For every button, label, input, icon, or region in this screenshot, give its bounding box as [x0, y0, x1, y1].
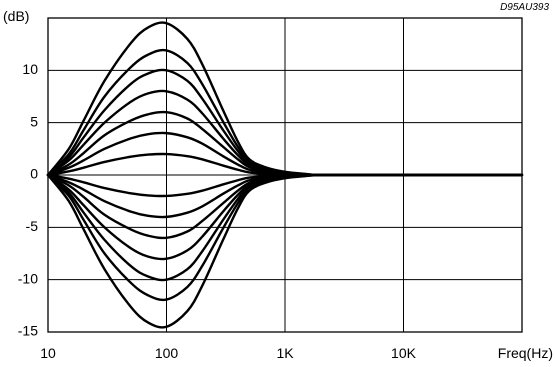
x-tick-label: 1K	[276, 345, 294, 361]
document-code: D95AU393	[500, 2, 549, 13]
y-tick-label: 5	[30, 113, 38, 129]
tick-labels: 10 100 1K 10K 10 5 0 -5 -10 -15	[18, 61, 417, 361]
x-tick-label: 10K	[391, 345, 417, 361]
y-tick-label: 0	[30, 166, 38, 182]
x-tick-label: 10	[40, 345, 56, 361]
x-tick-label: 100	[155, 345, 179, 361]
y-tick-label: -10	[18, 270, 38, 286]
response-curve-13	[46, 173, 524, 329]
y-tick-label: -5	[26, 218, 39, 234]
y-axis-label: (dB)	[3, 8, 29, 24]
response-curves	[46, 21, 524, 329]
y-tick-label: 10	[22, 61, 38, 77]
x-axis-label: Freq(Hz)	[498, 345, 553, 361]
plot-frame	[47, 17, 523, 333]
y-tick-label: -15	[18, 323, 38, 339]
